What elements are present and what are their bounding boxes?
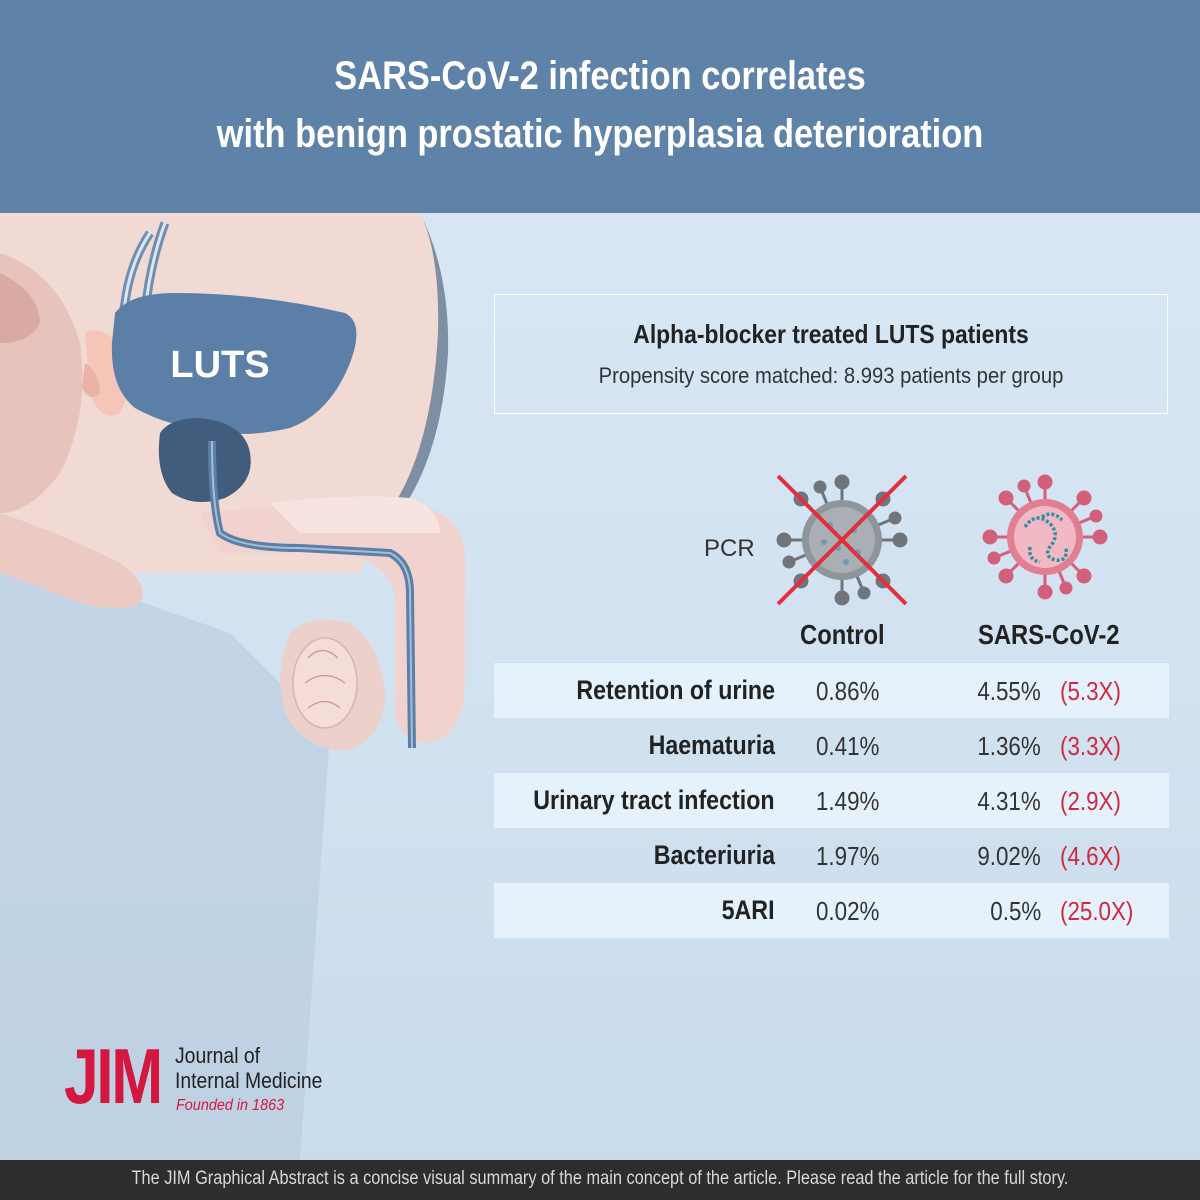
ratio-value: (2.9X) (1060, 786, 1121, 816)
outcome-label: Haematuria (648, 730, 775, 760)
luts-label: LUTS (170, 344, 269, 386)
sars-value: 9.02% (977, 841, 1041, 871)
ratio-value: (3.3X) (1060, 731, 1121, 761)
table-row: Retention of urine 0.86% 4.55% (5.3X) (494, 663, 1169, 718)
study-title: Alpha-blocker treated LUTS patients (633, 319, 1029, 349)
footer-bar: The JIM Graphical Abstract is a concise … (0, 1160, 1200, 1200)
sars-value: 4.55% (977, 676, 1041, 706)
column-header-control: Control (800, 619, 885, 650)
outcome-label: Bacteriuria (653, 840, 775, 870)
study-subtitle: Propensity score matched: 8.993 patients… (598, 363, 1064, 388)
footer-text: The JIM Graphical Abstract is a concise … (131, 1168, 1069, 1189)
title-line-2: with benign prostatic hyperplasia deteri… (216, 112, 984, 156)
outcome-label: 5ARI (722, 895, 775, 925)
sars-value: 1.36% (977, 731, 1041, 761)
virus-icon (982, 474, 1108, 600)
crossed-virus-icon (776, 474, 908, 606)
title-line-1: SARS-CoV-2 infection correlates (334, 54, 866, 98)
journal-name-line-1: Journal of (175, 1043, 261, 1068)
table-row: 5ARI 0.02% 0.5% (25.0X) (494, 883, 1169, 938)
journal-founded: Founded in 1863 (176, 1097, 285, 1114)
pcr-label: PCR (704, 535, 755, 562)
prostate-anatomy-illustration: LUTS (0, 213, 465, 1160)
control-value: 1.49% (816, 786, 880, 816)
outcomes-table: Retention of urine 0.86% 4.55% (5.3X) Ha… (494, 663, 1169, 938)
header-banner: SARS-CoV-2 infection correlates with ben… (0, 0, 1200, 213)
table-row: Urinary tract infection 1.49% 4.31% (2.9… (494, 773, 1169, 828)
ratio-value: (4.6X) (1060, 841, 1121, 871)
control-value: 0.41% (816, 731, 880, 761)
table-row: Bacteriuria 1.97% 9.02% (4.6X) (494, 828, 1169, 883)
control-value: 1.97% (816, 841, 880, 871)
ratio-value: (5.3X) (1060, 676, 1121, 706)
table-row: Haematuria 0.41% 1.36% (3.3X) (494, 718, 1169, 773)
ratio-value: (25.0X) (1060, 896, 1134, 926)
jim-logo: JIM (64, 1032, 163, 1120)
study-info-box: Alpha-blocker treated LUTS patients Prop… (494, 294, 1168, 414)
journal-name-line-2: Internal Medicine (175, 1068, 323, 1093)
control-value: 0.86% (816, 676, 880, 706)
outcome-label: Urinary tract infection (533, 785, 775, 815)
outcome-label: Retention of urine (576, 675, 775, 705)
sars-value: 0.5% (990, 896, 1041, 926)
sars-value: 4.31% (977, 786, 1041, 816)
control-value: 0.02% (816, 896, 880, 926)
column-header-sars: SARS-CoV-2 (978, 619, 1120, 650)
